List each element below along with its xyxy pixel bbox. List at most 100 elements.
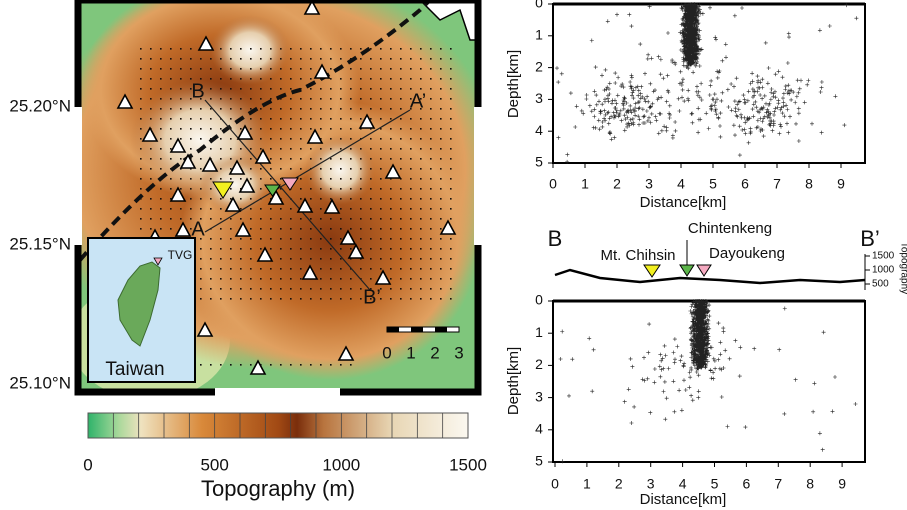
colorbar-title: Topography (m) (201, 476, 355, 501)
elevation-tick-label: 500 (872, 279, 889, 290)
x-tick-label: 6 (743, 476, 751, 492)
frame-segment (74, 107, 82, 245)
y-tick-label: 4 (535, 421, 543, 437)
x-tick-label: 2 (615, 476, 623, 492)
mt-chihsin-marker (212, 181, 234, 199)
x-tick-label: 2 (613, 176, 621, 192)
y-tick-label: 1 (535, 324, 543, 340)
y-tick-label: 1 (535, 27, 543, 43)
x-tick-label: 8 (806, 476, 814, 492)
scale-label: 2 (430, 343, 439, 362)
x-tick-label: 7 (774, 476, 782, 492)
x-tick-label: 1 (583, 476, 591, 492)
station (249, 359, 267, 375)
station (313, 63, 331, 79)
section-frame (552, 3, 866, 164)
x-tick-label: 1 (581, 176, 589, 192)
tvg-marker (153, 257, 163, 266)
station (306, 128, 324, 144)
x-tick-label: 9 (837, 176, 845, 192)
dayoukeng-marker (696, 264, 712, 277)
x-tick-label: 8 (805, 176, 813, 192)
station (238, 177, 256, 193)
latitude-label: 25.10°N (9, 373, 71, 392)
colorbar-tick-label: 500 (200, 455, 228, 474)
terrain (200, 155, 270, 215)
profile-label: B (191, 80, 204, 102)
station (234, 221, 252, 237)
station (197, 35, 215, 51)
scale-bar (386, 326, 460, 333)
colorbar-tick-label: 1000 (322, 455, 360, 474)
station-label: Dayoukeng (709, 245, 785, 262)
station-label: Chintenkeng (688, 220, 772, 237)
station (174, 221, 192, 237)
station (169, 186, 187, 202)
station (179, 153, 197, 169)
y-tick-label: 3 (535, 388, 543, 404)
x-tick-label: 5 (709, 176, 717, 192)
x-tick-label: 0 (551, 476, 559, 492)
station (267, 189, 285, 205)
station (254, 148, 272, 164)
station (196, 321, 214, 337)
station (201, 156, 219, 172)
latitude-label: 25.15°N (9, 234, 71, 253)
hypocenters (555, 2, 859, 164)
frame-segment (215, 388, 340, 396)
x-tick-label: 3 (647, 476, 655, 492)
station (347, 243, 365, 259)
station (323, 198, 341, 214)
x-axis-label: Distance[km] (640, 491, 727, 508)
station (296, 197, 314, 213)
x-tick-label: 5 (711, 476, 719, 492)
colorbar-tick-label: 1500 (449, 455, 487, 474)
section-frame (552, 300, 866, 463)
chintenkeng-marker (264, 184, 281, 197)
x-tick-label: 0 (549, 176, 557, 192)
station-label: Mt. Chihsin (600, 247, 675, 264)
x-tick-label: 4 (679, 476, 687, 492)
elevation-label: Topography (898, 242, 907, 294)
station (256, 246, 274, 262)
scale-label: 1 (406, 343, 415, 362)
y-axis-label: Depth[km] (505, 50, 522, 118)
scale-label: 3 (454, 343, 463, 362)
y-tick-label: 3 (535, 90, 543, 106)
profile-line (204, 99, 371, 291)
station (384, 163, 402, 179)
station (439, 219, 457, 235)
y-tick-label: 0 (535, 0, 543, 11)
y-axis-label: Depth[km] (505, 347, 522, 415)
colorbar (87, 412, 469, 439)
x-tick-label: 3 (645, 176, 653, 192)
profile-end: B (548, 226, 563, 251)
frame-segment (474, 107, 482, 245)
station (141, 126, 159, 142)
y-tick-label: 2 (535, 356, 543, 372)
x-tick-label: 9 (838, 476, 846, 492)
station (301, 264, 319, 280)
station (374, 269, 392, 285)
station (339, 229, 357, 245)
station (303, 0, 321, 15)
y-tick-label: 5 (535, 453, 543, 469)
profile-label: A (191, 218, 205, 240)
hypocenters (558, 299, 858, 464)
y-tick-label: 5 (535, 154, 543, 170)
station (224, 196, 242, 212)
station (236, 124, 254, 140)
station (337, 345, 355, 361)
x-axis-label: Distance[km] (640, 194, 727, 211)
scale-label: 0 (382, 343, 391, 362)
latitude-label: 25.20°N (9, 96, 71, 115)
profile-label: A’ (410, 90, 426, 112)
mt-chihsin-marker (643, 264, 661, 278)
coast (418, 0, 478, 41)
y-tick-label: 0 (535, 292, 543, 308)
dayoukeng-marker (281, 177, 299, 191)
x-tick-label: 7 (773, 176, 781, 192)
profile-end: B’ (860, 226, 880, 251)
